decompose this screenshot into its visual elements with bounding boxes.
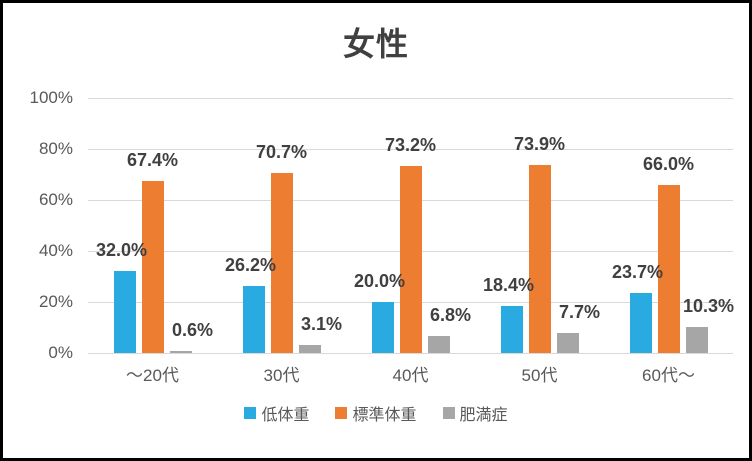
bar-group: 20.0% 73.2% 6.8% bbox=[354, 98, 471, 353]
bar-標準体重 bbox=[657, 184, 680, 353]
bar-slot: 26.2% bbox=[225, 98, 276, 353]
bar-slot: 70.7% bbox=[256, 98, 307, 353]
data-label: 3.1% bbox=[300, 314, 343, 335]
bar-肥満症 bbox=[685, 326, 708, 353]
x-category-label: 30代 bbox=[263, 366, 300, 385]
legend-item: 肥満症 bbox=[442, 401, 508, 425]
data-label: 67.4% bbox=[126, 150, 179, 171]
data-label: 73.2% bbox=[384, 135, 437, 156]
legend-item: 低体重 bbox=[244, 401, 309, 425]
x-category-label: 60代～ bbox=[642, 366, 695, 385]
bar-肥満症 bbox=[298, 345, 321, 353]
legend-label: 標準体重 bbox=[352, 407, 417, 424]
data-label: 32.0% bbox=[95, 240, 148, 261]
x-category-label: 50代 bbox=[521, 366, 558, 385]
gridline bbox=[88, 148, 733, 150]
bar-slot: 7.7% bbox=[556, 98, 600, 353]
y-tick-label: 80% bbox=[38, 139, 73, 158]
bar-低体重 bbox=[242, 286, 265, 353]
bar-標準体重 bbox=[399, 166, 422, 353]
bar-group: 23.7% 66.0% 10.3% bbox=[612, 98, 734, 353]
data-label: 10.3% bbox=[682, 295, 735, 316]
y-tick-label: 0% bbox=[48, 343, 73, 362]
bar-slot: 3.1% bbox=[298, 98, 342, 353]
legend-swatch-icon bbox=[244, 407, 257, 419]
bar-slot: 18.4% bbox=[483, 98, 534, 353]
bar-slot: 6.8% bbox=[427, 98, 471, 353]
x-axis: ～20代 30代 40代 50代 60代～ bbox=[88, 361, 733, 385]
data-label: 23.7% bbox=[611, 261, 664, 282]
bar-slot: 10.3% bbox=[683, 98, 734, 353]
bar-低体重 bbox=[500, 306, 523, 353]
bar-標準体重 bbox=[270, 172, 293, 353]
x-category-label: ～20代 bbox=[126, 366, 179, 385]
bar-低体重 bbox=[371, 302, 394, 353]
chart-title: 女性 bbox=[342, 26, 409, 62]
data-label: 0.6% bbox=[171, 320, 214, 341]
bar-slot: 67.4% bbox=[127, 98, 178, 353]
data-label: 20.0% bbox=[353, 271, 406, 291]
data-label: 26.2% bbox=[224, 255, 277, 276]
bar-slot: 66.0% bbox=[643, 98, 694, 353]
bar-低体重 bbox=[113, 271, 136, 353]
bar-肥満症 bbox=[169, 351, 192, 353]
legend-item: 標準体重 bbox=[335, 401, 417, 425]
bar-低体重 bbox=[629, 292, 652, 353]
data-label: 73.9% bbox=[513, 133, 566, 154]
plot-area: 32.0% 67.4% 0.6% 26.2% 70.7% 3.1% 20.0% 73.2% 6.… bbox=[88, 97, 734, 354]
bar-slot: 32.0% bbox=[96, 98, 147, 353]
gridline bbox=[88, 97, 733, 99]
bar-slot: 23.7% bbox=[612, 98, 663, 353]
bar-group: 26.2% 70.7% 3.1% bbox=[225, 98, 342, 353]
legend-swatch-icon bbox=[335, 407, 348, 419]
data-label: 70.7% bbox=[255, 141, 308, 162]
y-tick-label: 20% bbox=[38, 292, 73, 311]
y-tick-label: 60% bbox=[38, 190, 73, 209]
gridline bbox=[88, 352, 733, 354]
bar-肥満症 bbox=[427, 335, 450, 353]
bar-標準体重 bbox=[141, 181, 164, 353]
data-label: 7.7% bbox=[558, 302, 601, 323]
y-tick-label: 40% bbox=[38, 241, 73, 260]
y-axis: 0% 20% 40% 60% 80% 100% bbox=[3, 88, 73, 362]
bar-肥満症 bbox=[556, 333, 579, 353]
data-label: 66.0% bbox=[642, 153, 695, 174]
bar-slot: 73.2% bbox=[385, 98, 436, 353]
y-tick-label: 100% bbox=[29, 88, 73, 107]
bar-slot: 0.6% bbox=[169, 98, 213, 353]
data-label: 18.4% bbox=[482, 275, 535, 296]
legend: 低体重 標準体重 肥満症 bbox=[3, 401, 749, 425]
legend-label: 低体重 bbox=[261, 407, 310, 424]
legend-swatch-icon bbox=[442, 407, 455, 419]
bar-group: 32.0% 67.4% 0.6% bbox=[96, 98, 213, 353]
bar-slot: 20.0% bbox=[354, 98, 405, 353]
legend-label: 肥満症 bbox=[459, 407, 508, 424]
bar-group: 18.4% 73.9% 7.7% bbox=[483, 98, 600, 353]
bar-slot: 73.9% bbox=[514, 98, 565, 353]
bar-標準体重 bbox=[528, 164, 551, 353]
x-category-label: 40代 bbox=[392, 366, 429, 385]
data-label: 6.8% bbox=[429, 304, 472, 325]
